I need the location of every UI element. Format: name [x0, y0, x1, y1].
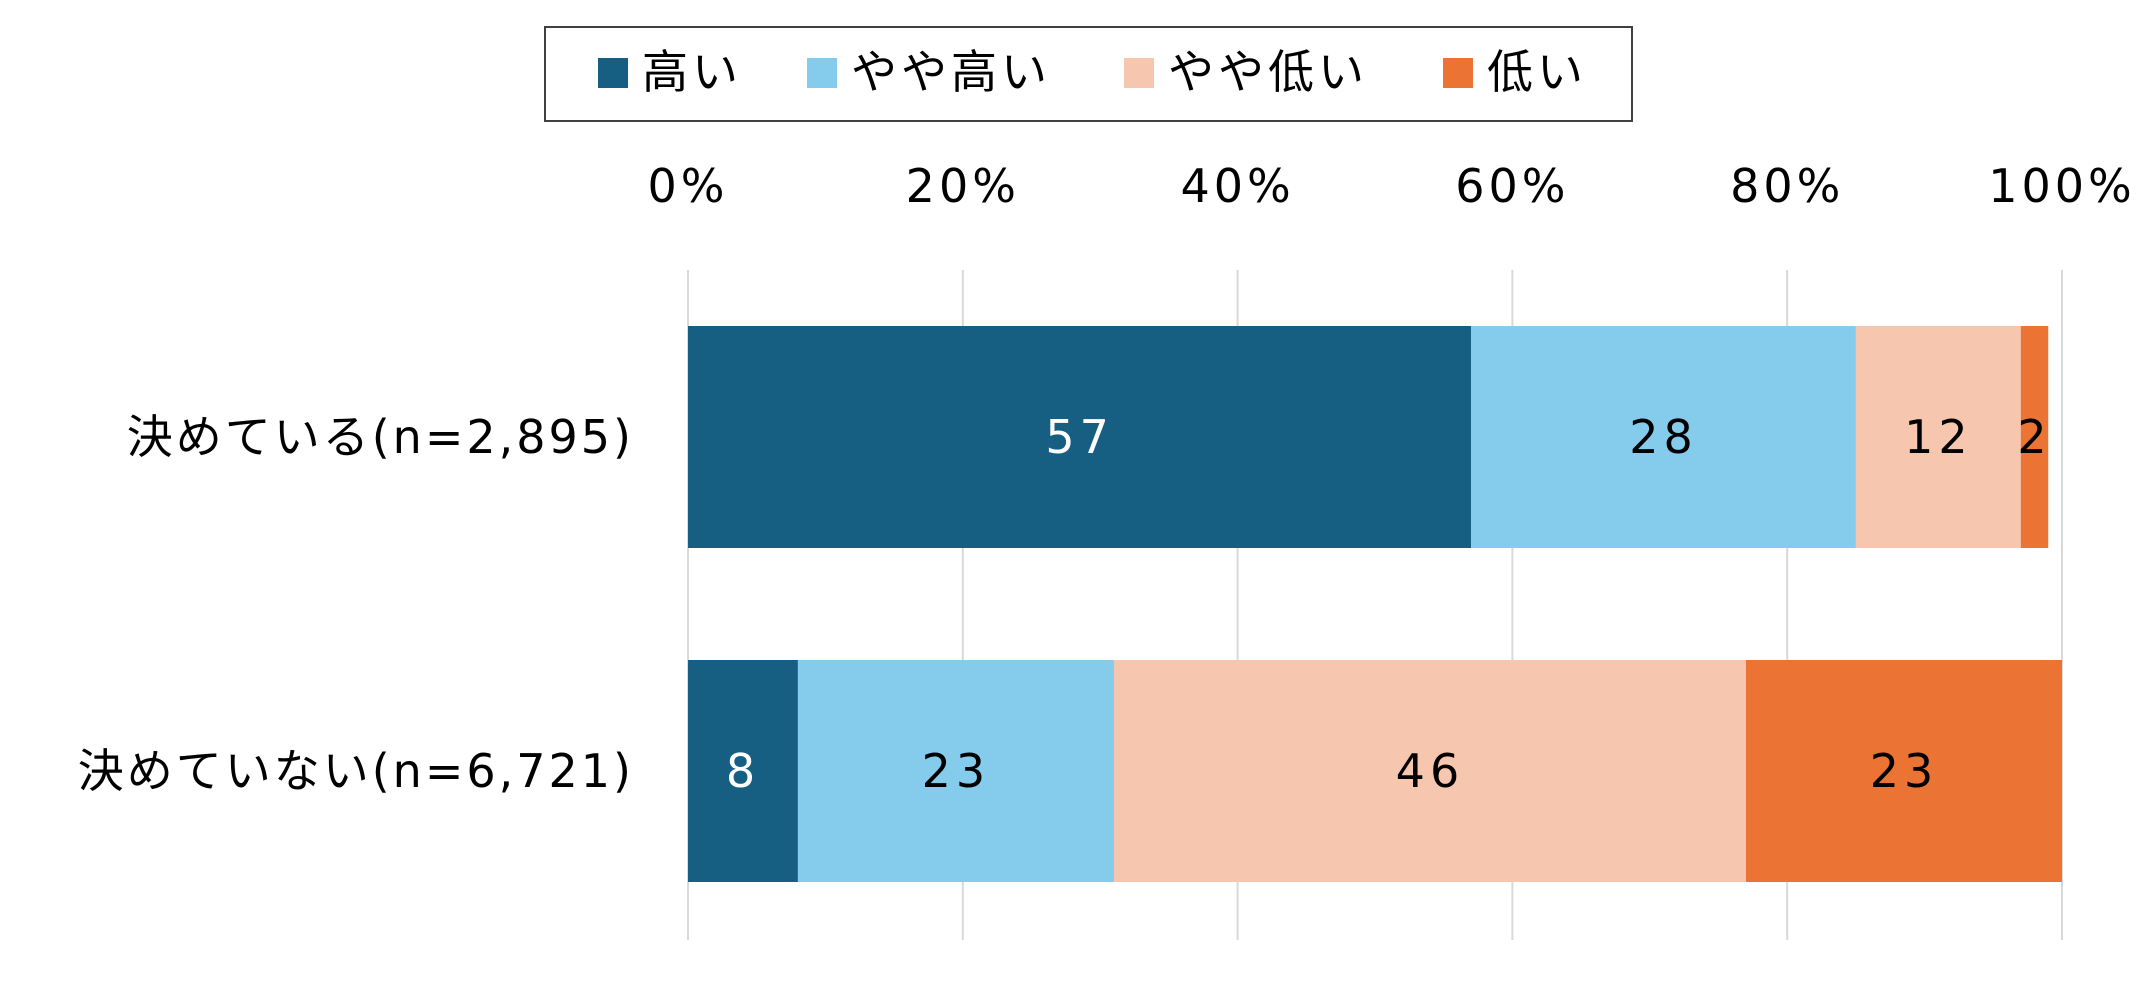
legend-swatch [1124, 58, 1154, 88]
bar-segment [1113, 660, 1746, 882]
x-tick-label: 40% [1180, 159, 1294, 213]
data-label: 23 [1870, 744, 1939, 798]
bar-segment [688, 326, 1472, 548]
data-label: 57 [1045, 410, 1114, 464]
bar-segment [797, 660, 1114, 882]
data-label: 2 [2017, 410, 2051, 464]
legend-label: やや高い [851, 45, 1051, 99]
legend-swatch [598, 58, 628, 88]
data-label: 46 [1396, 744, 1465, 798]
x-tick-label: 0% [648, 159, 729, 213]
legend-label: 低い [1487, 45, 1587, 99]
bar-segment [688, 660, 798, 882]
bar-segment [1745, 660, 2062, 882]
data-label: 28 [1629, 410, 1698, 464]
category-label: 決めている(n=2,895) [127, 410, 634, 464]
x-tick-label: 100% [1988, 159, 2136, 213]
legend-swatch [1443, 58, 1473, 88]
legend-label: やや低い [1168, 45, 1368, 99]
legend-label: 高い [642, 45, 742, 99]
x-tick-label: 80% [1730, 159, 1844, 213]
x-axis-tick-labels: 0% 20% 40% 60% 80% 100% [648, 159, 2136, 213]
legend: 高い やや高い やや低い 低い [544, 26, 1633, 122]
legend-swatch [807, 58, 837, 88]
bar-segment [1855, 326, 2021, 548]
bar-segment [1471, 326, 1856, 548]
category-label: 決めていない(n=6,721) [78, 744, 634, 798]
x-tick-label: 60% [1455, 159, 1569, 213]
bars: 57 28 12 28 23 46 23 [688, 326, 2062, 882]
data-label: 12 [1904, 410, 1973, 464]
data-label: 8 [726, 744, 760, 798]
x-tick-label: 20% [906, 159, 1020, 213]
category-labels: 決めている(n=2,895) 決めていない(n=6,721) [78, 410, 634, 798]
data-label: 23 [922, 744, 991, 798]
bar-segment [2020, 326, 2049, 548]
